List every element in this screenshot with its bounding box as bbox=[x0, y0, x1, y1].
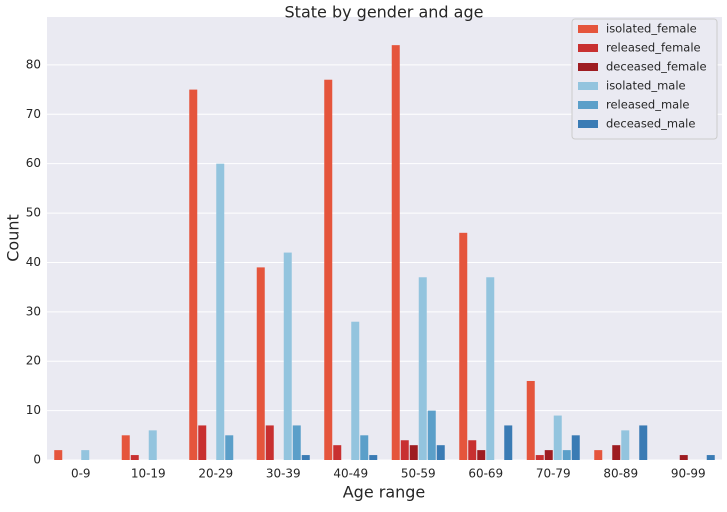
y-tick-label: 50 bbox=[26, 206, 41, 220]
bar bbox=[526, 380, 535, 460]
x-axis-label: Age range bbox=[343, 483, 426, 502]
x-tick-label: 0-9 bbox=[71, 467, 91, 481]
bar bbox=[121, 435, 130, 460]
x-tick-label: 60-69 bbox=[468, 467, 503, 481]
bar bbox=[256, 267, 265, 460]
bar bbox=[553, 415, 562, 460]
bar bbox=[292, 425, 301, 460]
bar bbox=[594, 450, 603, 460]
bar bbox=[369, 455, 378, 460]
bars bbox=[54, 45, 715, 461]
legend-label: isolated_female bbox=[606, 22, 697, 36]
legend-label: isolated_male bbox=[606, 79, 686, 93]
bar bbox=[360, 435, 369, 460]
bar bbox=[679, 455, 688, 460]
bar bbox=[459, 232, 468, 460]
bar bbox=[81, 450, 90, 460]
x-tick-label: 10-19 bbox=[131, 467, 166, 481]
x-tick-label: 40-49 bbox=[333, 467, 368, 481]
y-tick-label: 60 bbox=[26, 156, 41, 170]
legend: isolated_female released_female deceased_f… bbox=[571, 18, 718, 140]
bar bbox=[436, 445, 445, 460]
x-tick-label: 70-79 bbox=[536, 467, 571, 481]
bar bbox=[621, 430, 630, 460]
legend-swatch bbox=[578, 44, 598, 52]
bar bbox=[486, 277, 495, 460]
legend-label: released_male bbox=[606, 98, 690, 112]
y-tick-label: 10 bbox=[26, 403, 41, 417]
legend-swatch bbox=[578, 120, 598, 128]
x-tick-label: 80-89 bbox=[603, 467, 638, 481]
bar bbox=[562, 450, 571, 460]
y-tick-label: 20 bbox=[26, 354, 41, 368]
legend-swatch bbox=[578, 63, 598, 71]
x-tick-label: 90-99 bbox=[671, 467, 706, 481]
bar bbox=[301, 455, 310, 460]
y-axis-label: Count bbox=[4, 214, 23, 262]
bar bbox=[544, 450, 553, 460]
bar bbox=[351, 321, 360, 460]
legend-label: released_female bbox=[606, 41, 701, 55]
grid bbox=[47, 64, 722, 461]
legend-label: deceased_male bbox=[606, 117, 695, 131]
bar bbox=[148, 430, 157, 460]
bar bbox=[225, 435, 234, 460]
legend-swatch bbox=[578, 25, 598, 33]
bar bbox=[418, 277, 427, 460]
bar bbox=[54, 450, 63, 460]
y-tick-label: 0 bbox=[33, 453, 41, 467]
bar bbox=[535, 455, 544, 460]
legend-swatch bbox=[578, 101, 598, 109]
bar bbox=[477, 450, 486, 460]
x-tick-label: 20-29 bbox=[198, 467, 233, 481]
bar bbox=[427, 410, 436, 460]
bar bbox=[265, 425, 274, 460]
x-tick-label: 30-39 bbox=[266, 467, 301, 481]
bar bbox=[283, 252, 292, 460]
legend-label: deceased_female bbox=[606, 60, 707, 74]
bar bbox=[409, 445, 418, 460]
bar bbox=[468, 440, 477, 460]
y-tick-label: 40 bbox=[26, 255, 41, 269]
bar bbox=[571, 435, 580, 460]
bar bbox=[324, 79, 333, 461]
bar bbox=[333, 445, 342, 460]
bar bbox=[639, 425, 648, 460]
bar bbox=[400, 440, 409, 460]
bar bbox=[130, 455, 139, 460]
bar bbox=[189, 89, 198, 460]
y-tick-label: 30 bbox=[26, 304, 41, 318]
bar bbox=[391, 45, 400, 460]
bar bbox=[706, 455, 715, 460]
legend-box bbox=[571, 18, 718, 140]
y-tick-label: 70 bbox=[26, 107, 41, 121]
legend-swatch bbox=[578, 82, 598, 90]
x-tick-label: 50-59 bbox=[401, 467, 436, 481]
y-tick-label: 80 bbox=[26, 57, 41, 71]
bar bbox=[612, 445, 621, 460]
bar bbox=[216, 163, 225, 460]
bar bbox=[198, 425, 207, 460]
chart-title: State by gender and age bbox=[285, 3, 484, 22]
bar bbox=[504, 425, 513, 460]
